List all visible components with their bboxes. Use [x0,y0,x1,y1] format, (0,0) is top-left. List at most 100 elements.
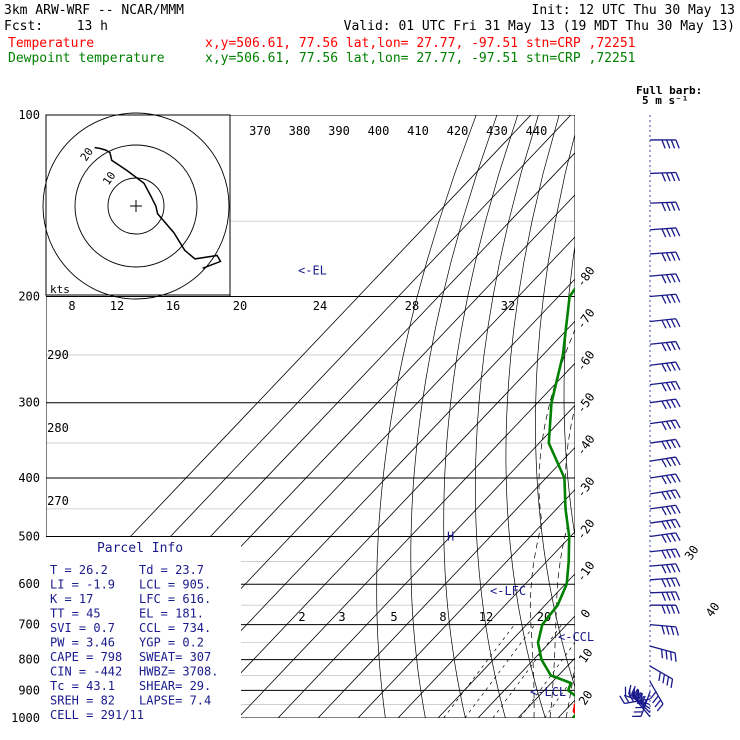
parcel-info-left: T = 26.2 [50,563,108,577]
barb-flag [658,671,661,681]
parcel-info-right: EL = 181. [139,607,204,621]
barb-flag [670,490,677,499]
theta-left-label: 280 [47,421,69,435]
wind-barb [649,665,674,689]
barb-flag [670,505,677,515]
barb-flag [665,490,672,500]
isotherm-tick-label: 40 [703,600,723,620]
wind-barb [631,685,651,714]
barb-flag [661,202,667,212]
barb-flag [665,319,672,329]
hodograph-trace [94,146,222,269]
barb-flag [661,172,667,182]
dry-adiabat [505,115,560,718]
parcel-info-background [46,537,241,718]
barb-legend-title: Full barb: [636,84,702,97]
dewpoint-legend: Dewpoint temperature [8,51,165,66]
barb-flag [675,201,681,211]
dewpoint-profile [536,286,575,718]
hodograph-speed-label: 32 [501,299,515,313]
isotherm-tick-label: -70 [574,306,598,332]
barb-flag [661,550,667,559]
annotation-el: <-EL [298,263,327,277]
parcel-info-right: CCL = 734. [139,621,211,635]
wind-barb [650,604,680,614]
isotherm-line [157,278,575,718]
dry-adiabat [694,115,740,718]
wind-barb [649,273,681,284]
barb-flag [661,491,667,501]
barb-flag [675,577,681,587]
pressure-tick-label: 500 [18,529,40,543]
barb-flag [661,228,667,238]
barb-flag [661,400,667,410]
isotherm-tick-label: -20 [574,516,598,542]
barb-flag [661,564,667,574]
valid-time: Valid: 01 UTC Fri 31 May 13 (19 MDT Thu … [344,19,735,34]
wind-barb [649,227,681,238]
barb-flag [628,684,632,694]
hodograph-ring [42,112,230,300]
isotherm-line [277,404,575,718]
theta-label: 430 [486,124,508,138]
barb-flag [661,521,667,530]
barb-flag [666,139,671,149]
theta-left-label: 270 [47,494,69,508]
barb-flag [670,172,676,182]
hodograph-frame [45,114,231,296]
barb-flag [670,533,677,542]
dewpoint-location: x,y=506.61, 77.56 lat,lon= 27.77, -97.51… [205,51,635,66]
wind-barb [649,591,681,601]
hodograph-speed-label: 28 [405,299,419,313]
barb-flag [661,252,667,262]
wind-barb [649,473,681,485]
temperature-profile [572,702,575,715]
wind-barb [649,518,681,530]
barb-flag [661,274,667,284]
dry-adiabat [563,243,575,539]
barb-flag [665,625,670,635]
barb-flag [661,441,667,450]
profiles [536,286,575,718]
fcst-hours: 13 h [77,19,108,34]
barb-flag [670,399,677,408]
barb-flag [661,534,667,544]
isotherm-line [317,446,575,718]
parcel-info-left: Tc = 43.1 [50,679,115,693]
barb-staff [649,681,664,705]
barb-flag [670,273,676,283]
mixing-ratio-label: 12 [479,610,493,624]
wind-barb [649,340,681,352]
fcst-label: Fcst: [4,19,43,34]
barb-flag [665,520,672,529]
barb-flag [637,692,643,702]
parcel-info-right: YGP = 0.2 [139,636,204,650]
barb-flag [675,591,681,601]
hodograph-speed-label: 20 [233,299,247,313]
barb-flag [661,363,667,373]
barb-flag [665,440,672,449]
barb-flag [670,294,676,304]
wind-barb [649,456,681,468]
wind-barb [649,681,664,712]
parcel-info-left: LI = -1.9 [50,578,115,592]
parcel-info-left: CAPE = 798 [50,650,122,664]
pressure-axis: 100 200 300 400 500 600 700 800 900 1000 [11,108,40,725]
hodograph-ring [74,144,198,268]
barb-flag [670,139,676,149]
annotation-lcl: <-LCL [530,685,566,699]
parcel-level-annotations: <-EL <-LFC <-CCL <-LCL H [298,263,594,698]
wind-barb [649,171,681,182]
wind-barb [649,623,679,636]
isotherm-line [477,615,575,718]
barb-flag [665,362,672,372]
hodograph-speed-label: 24 [313,299,327,313]
barb-flag [632,688,639,698]
wind-barb [649,361,681,373]
parcel-info-left: CIN = -442 [50,665,122,679]
wind-barb [649,548,681,559]
parcel-info-title: Parcel Info [97,541,183,556]
barb-staff [649,665,673,680]
barb-flag [656,703,664,712]
